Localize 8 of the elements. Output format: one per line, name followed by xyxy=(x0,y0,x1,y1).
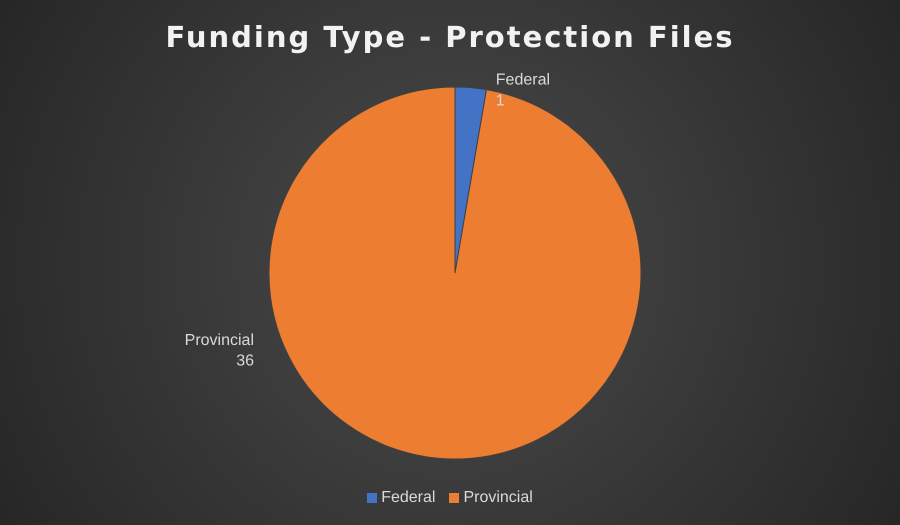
data-label: 36 xyxy=(236,352,254,370)
data-label: 1 xyxy=(496,92,505,110)
legend-label: Federal xyxy=(381,489,436,507)
slice-label: Federal xyxy=(496,71,550,88)
pie-slice xyxy=(268,86,642,460)
slice-label: Provincial xyxy=(463,489,533,507)
slice-label: Provincial xyxy=(184,332,254,349)
chart-title: Funding Type - Protection Files xyxy=(164,20,736,54)
